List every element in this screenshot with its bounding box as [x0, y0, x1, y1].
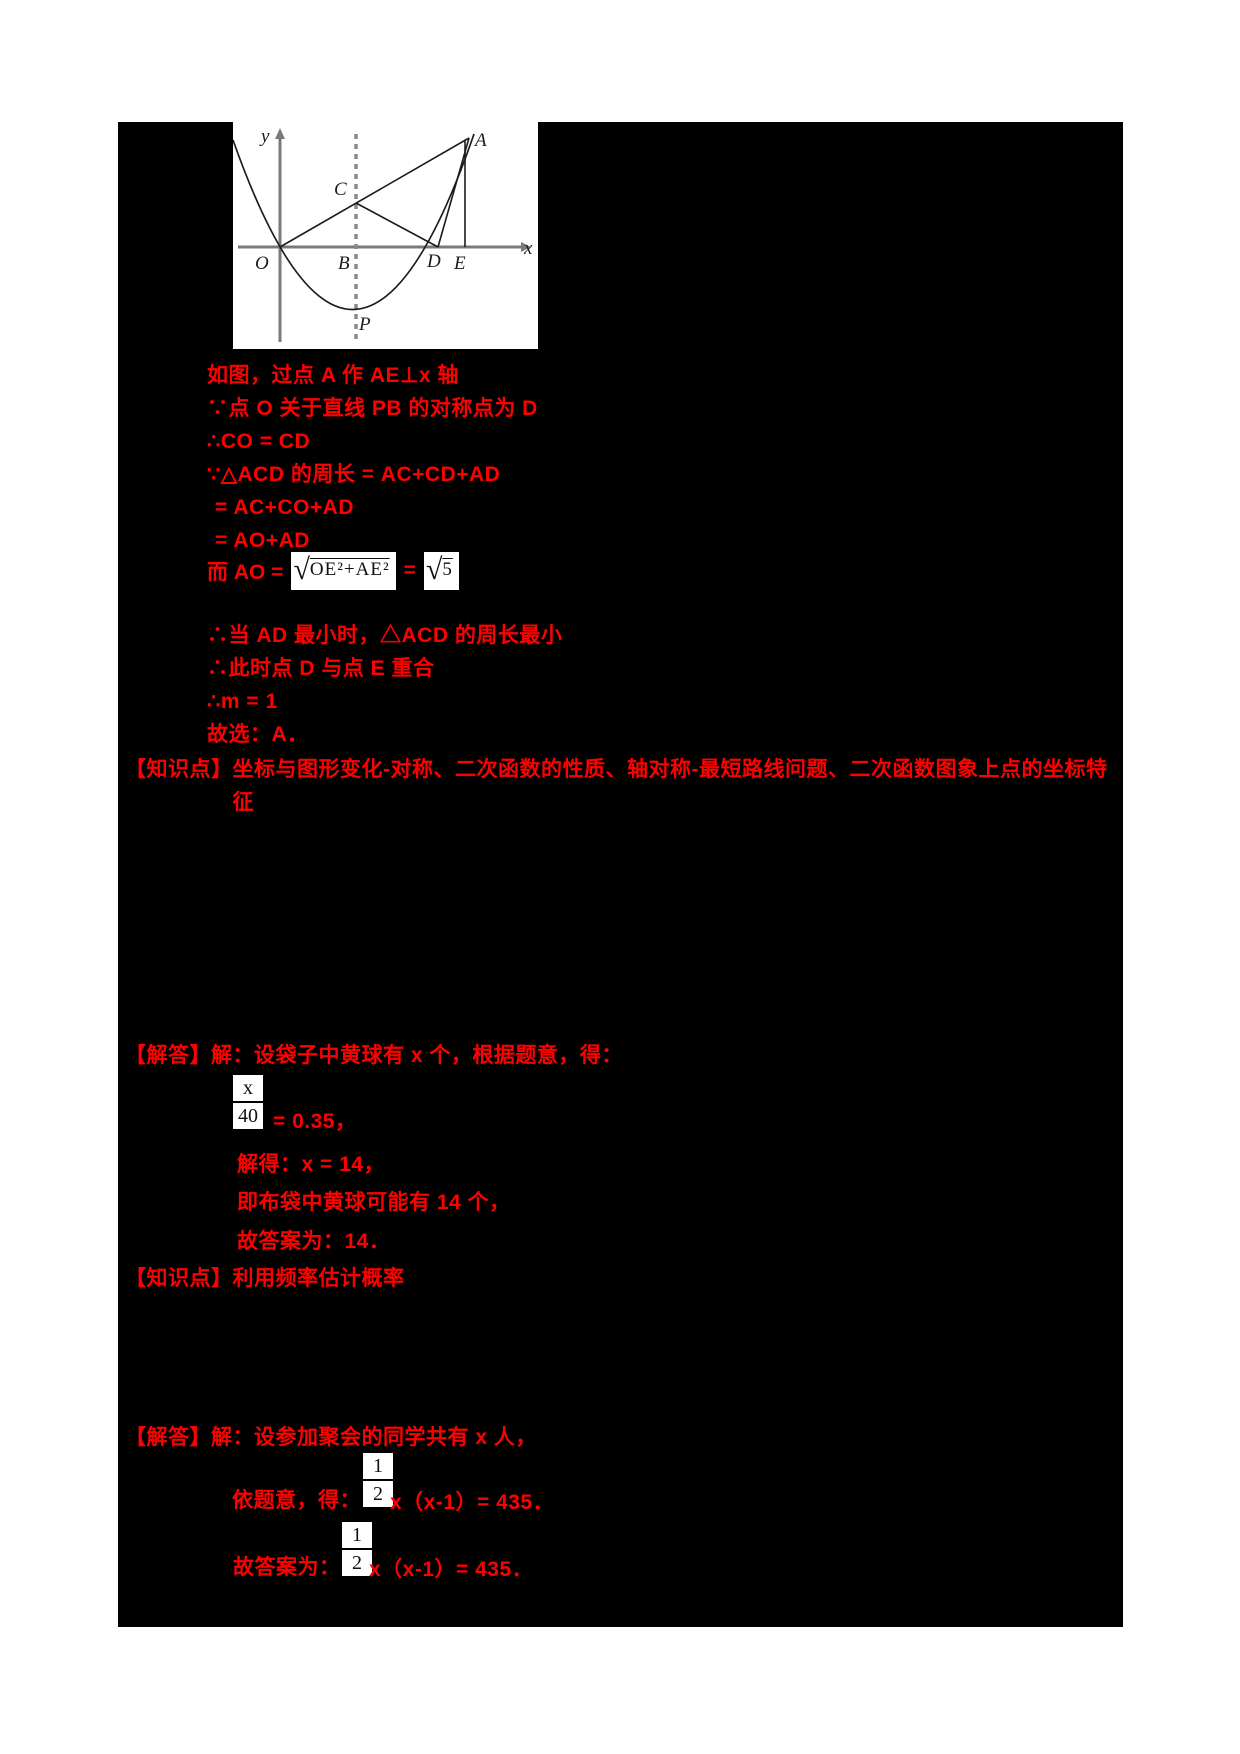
proof-line-1: 如图，过点 A 作 AE⊥x 轴 — [207, 364, 459, 387]
radical-sign: √ — [293, 553, 310, 586]
fraction-numerator: 1 — [342, 1522, 372, 1548]
proof-line-9: ∴m = 1 — [207, 690, 278, 713]
x-axis-arrow — [521, 242, 531, 252]
label-x: x — [523, 238, 533, 259]
knowledge-point-text: 坐标与图形变化-对称、二次函数的性质、轴对称-最短路线问题、二次函数图象上点的坐… — [232, 758, 1108, 814]
label-B: B — [338, 253, 350, 274]
segment-AD — [437, 137, 470, 248]
proof-line-3: ∴CO = CD — [207, 430, 311, 453]
proof-line-5: = AC+CO+AD — [215, 496, 355, 519]
final-answer-line: 故答案为：14． — [237, 1230, 391, 1253]
ao-formula-prefix: 而 AO = — [207, 561, 284, 584]
label-E: E — [453, 253, 466, 274]
sqrt-five-box: √ 5 — [423, 552, 459, 590]
label-C: C — [334, 179, 347, 200]
knowledge-point-text: 利用频率估计概率 — [232, 1267, 405, 1290]
radical-sign: √ — [425, 553, 443, 586]
label-P: P — [358, 314, 371, 335]
solve-result-line: 解得：x = 14， — [237, 1153, 385, 1176]
fraction-one-half: 1 2 — [342, 1522, 372, 1576]
proof-line-7: ∴当 AD 最小时，△ACD 的周长最小 — [207, 624, 563, 647]
knowledge-point-2: 【知识点】 利用频率估计概率 — [125, 1262, 1126, 1295]
answer-choice-line: 故选：A． — [207, 723, 309, 746]
knowledge-point-label: 【知识点】 — [125, 1267, 233, 1290]
proof-line-4: ∵△ACD 的周长 = AC+CD+AD — [207, 463, 501, 486]
fraction-x-over-40: x 40 — [233, 1075, 263, 1129]
label-A: A — [473, 130, 487, 151]
fraction-denominator: 2 — [342, 1550, 372, 1576]
proof-line-6: = AO+AD — [215, 529, 310, 552]
fraction-one-half: 1 2 — [363, 1453, 393, 1507]
content-panel: y x O B D E C A P 如图，过点 A 作 AE⊥x 轴 ∵点 O … — [118, 122, 1123, 1627]
equation-line-pre: 依题意，得： — [232, 1489, 361, 1512]
proof-line-8: ∴此时点 D 与点 E 重合 — [207, 657, 435, 680]
segment-OA — [279, 137, 470, 248]
label-O: O — [255, 253, 269, 274]
equation-line-post: x（x-1）= 435． — [390, 1491, 555, 1514]
conclusion-line: 即布袋中黄球可能有 14 个， — [237, 1191, 511, 1214]
fraction-denominator: 40 — [233, 1103, 263, 1129]
solution3-header: 【解答】解：设参加聚会的同学共有 x 人， — [125, 1426, 537, 1449]
fraction-equation-rhs: = 0.35， — [273, 1110, 357, 1133]
knowledge-point-1: 【知识点】 坐标与图形变化-对称、二次函数的性质、轴对称-最短路线问题、二次函数… — [125, 753, 1126, 819]
fraction-numerator: x — [233, 1075, 263, 1101]
radicand-expression: OE²+AE² — [309, 559, 390, 580]
final-answer-post: x（x-1）= 435． — [369, 1558, 534, 1581]
sqrt-expression-box: √ OE²+AE² — [291, 552, 396, 590]
knowledge-point-label: 【知识点】 — [125, 758, 233, 781]
proof-line-2: ∵点 O 关于直线 PB 的对称点为 D — [207, 397, 538, 420]
final-answer-pre: 故答案为： — [233, 1556, 341, 1579]
y-axis-arrow — [275, 128, 285, 139]
radicand-five: 5 — [442, 559, 453, 580]
fraction-numerator: 1 — [363, 1453, 393, 1479]
label-y: y — [259, 126, 270, 147]
label-D: D — [426, 251, 441, 272]
parabola-figure: y x O B D E C A P — [232, 122, 538, 349]
parabola-figure-svg: y x O B D E C A P — [232, 126, 533, 344]
ao-formula-line: 而 AO = √ OE²+AE² = √ 5 — [207, 552, 459, 590]
solution2-header: 【解答】解：设袋子中黄球有 x 个，根据题意，得： — [125, 1044, 623, 1067]
ao-formula-equals: = — [403, 559, 416, 582]
segment-CD — [355, 202, 439, 248]
parabola-curve — [232, 133, 475, 311]
fraction-denominator: 2 — [363, 1481, 393, 1507]
